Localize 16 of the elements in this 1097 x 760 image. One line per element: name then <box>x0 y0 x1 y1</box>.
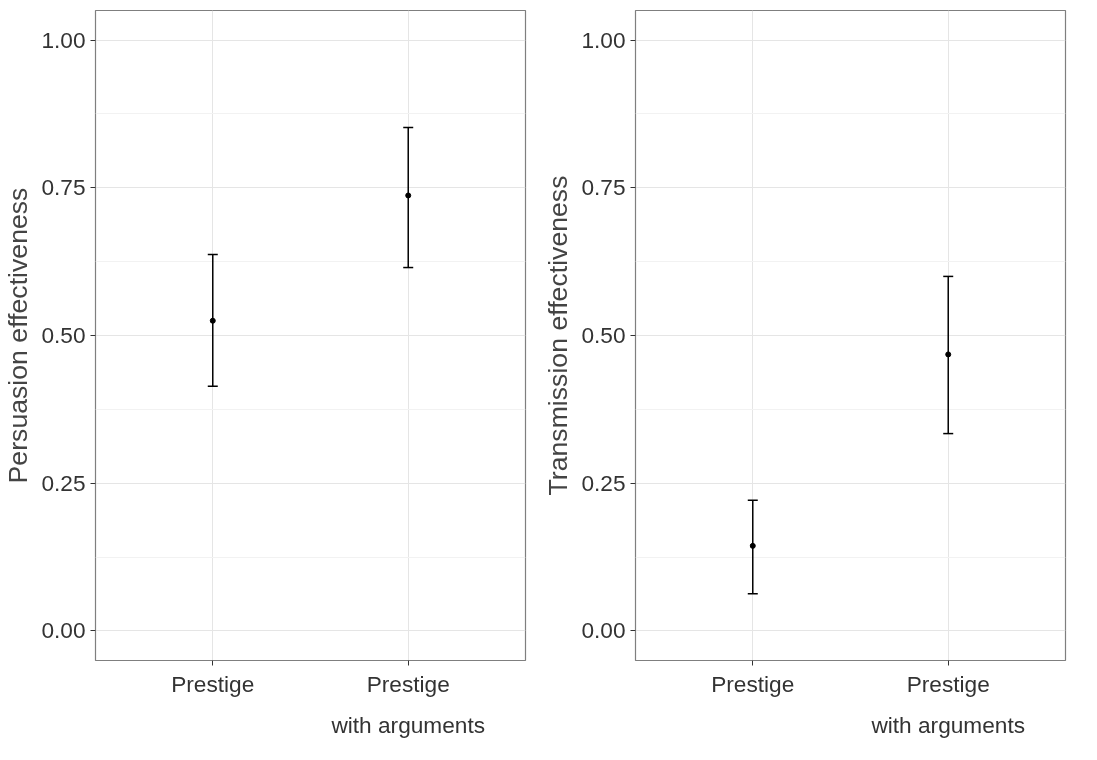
y-tick-label: 0.25 <box>41 469 86 496</box>
x-tick-label: Prestige <box>171 670 255 697</box>
x-tick-label: Prestige with arguments <box>330 670 486 739</box>
y-axis-title: Persuasion effectiveness <box>3 187 34 484</box>
y-tick-label: 0.50 <box>581 322 626 348</box>
x-tick-label: Prestige with arguments <box>870 670 1026 739</box>
y-tick-label: 1.00 <box>41 26 86 53</box>
y-tick-label: 0.75 <box>581 174 626 201</box>
y-tick-label: 0.00 <box>581 617 626 644</box>
y-axis-title: Transmission effectiveness <box>543 175 574 496</box>
y-tick-label: 1.00 <box>581 26 626 53</box>
y-tick-label: 0.50 <box>41 322 86 348</box>
y-tick-label: 0.00 <box>41 617 86 644</box>
y-tick-label: 0.25 <box>581 469 626 496</box>
y-tick-label: 0.75 <box>41 174 86 201</box>
x-tick-label: Prestige <box>711 670 795 697</box>
